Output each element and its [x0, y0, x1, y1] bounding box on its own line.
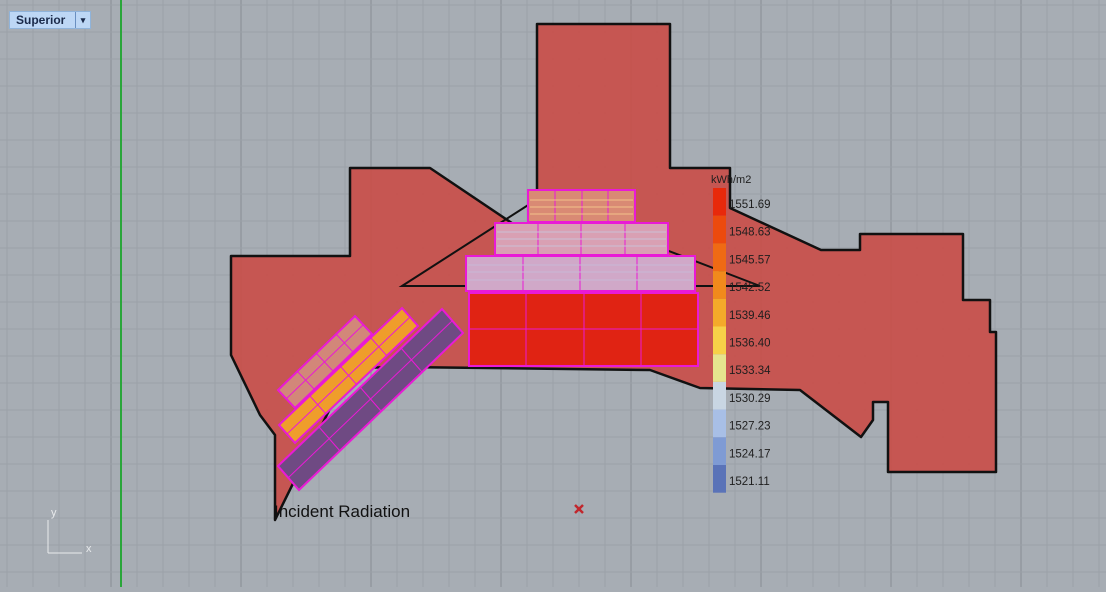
panel-second[interactable]: [494, 222, 669, 256]
legend-swatch: [713, 188, 726, 216]
legend-swatch: [713, 271, 726, 299]
panel-red[interactable]: [468, 292, 699, 367]
viewport-name: Superior: [16, 13, 66, 27]
legend-value: 1524.17: [729, 448, 771, 460]
legend-value: 1530.29: [729, 393, 771, 405]
panel-diagonal-1[interactable]: [276, 314, 374, 410]
legend: kWh/m2 1551.69 1548.63 1545.57 1542.52 1539.…: [711, 174, 771, 493]
legend-value: 1527.23: [729, 421, 771, 433]
legend-swatch: [713, 326, 726, 355]
legend-value: 1521.11: [729, 476, 770, 488]
panel-third[interactable]: [465, 255, 696, 292]
chevron-down-icon[interactable]: ▾: [75, 12, 90, 28]
legend-swatch: [713, 298, 726, 327]
legend-value: 1533.34: [729, 365, 771, 377]
legend-value: 1545.57: [729, 254, 771, 266]
chart-title: Incident Radiation: [274, 502, 410, 521]
legend-swatch: [713, 354, 726, 382]
legend-value: 1539.46: [729, 310, 771, 322]
viewport-name-tab[interactable]: Superior ▾: [9, 11, 91, 29]
panel-top[interactable]: [527, 189, 636, 223]
axis-gizmo: [47, 520, 82, 554]
legend-swatch: [713, 465, 726, 493]
legend-swatch: [713, 409, 726, 438]
legend-value: 1548.63: [729, 227, 771, 239]
legend-swatch: [713, 215, 726, 244]
panel-diagonal-2[interactable]: [277, 306, 420, 445]
legend-value: 1536.40: [729, 338, 771, 350]
legend-value: 1551.69: [729, 199, 771, 211]
legend-swatch: [713, 437, 726, 465]
origin-marker: [574, 504, 584, 514]
legend-swatch: [713, 243, 726, 272]
legend-swatch: [713, 381, 726, 410]
legend-value: 1542.52: [729, 282, 771, 294]
axis-label-y: y: [51, 507, 57, 519]
panel-diagonal-3[interactable]: [276, 307, 465, 492]
legend-unit: kWh/m2: [711, 174, 751, 186]
axis-label-x: x: [86, 543, 92, 555]
